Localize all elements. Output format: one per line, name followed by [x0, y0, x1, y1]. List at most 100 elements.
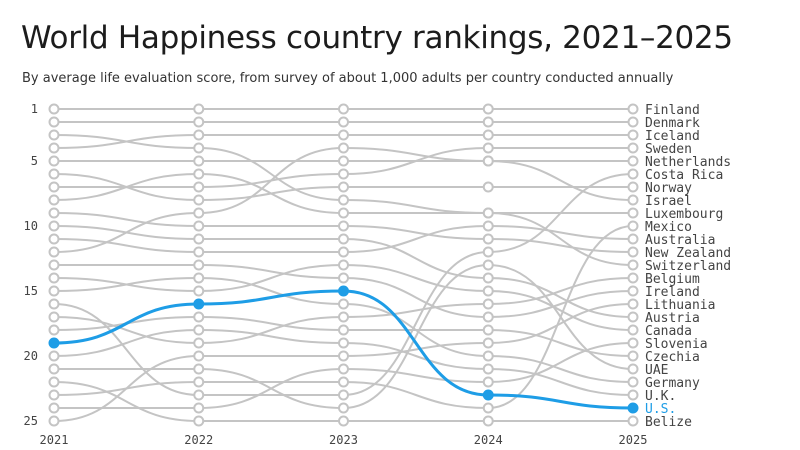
x-tick-label: 2025 — [619, 433, 648, 447]
data-point-austria — [482, 272, 494, 284]
data-point-costa-rica — [338, 389, 349, 401]
data-point-canada — [48, 272, 60, 284]
data-point-belize — [482, 415, 494, 427]
data-point-slovenia — [338, 363, 349, 375]
data-point-iceland — [627, 129, 639, 141]
data-point-norway — [482, 181, 494, 193]
y-tick-label: 1 — [31, 102, 38, 116]
data-point-austria — [48, 220, 60, 232]
data-point-netherlands — [193, 155, 205, 167]
data-point-switzerland — [48, 129, 60, 141]
data-point-new-zealand — [627, 246, 639, 258]
data-point-ireland — [338, 272, 349, 284]
data-point-iceland — [338, 129, 349, 141]
data-point-switzerland — [482, 207, 494, 219]
data-point-germany — [338, 298, 349, 310]
data-point-austria — [627, 311, 639, 323]
country-label-czechia: Czechia — [645, 350, 700, 365]
data-point-germany — [193, 272, 205, 284]
data-point-mexico — [338, 376, 349, 388]
data-point-new-zealand — [338, 220, 349, 232]
country-label-slovenia: Slovenia — [645, 337, 708, 352]
data-point-australia — [48, 233, 60, 245]
data-point-norway — [627, 181, 639, 193]
data-point-finland — [193, 103, 205, 115]
data-point-luxembourg — [48, 194, 60, 206]
data-point-u-s — [338, 285, 349, 297]
data-point-lithuania — [48, 415, 60, 427]
data-point-belize — [338, 415, 349, 427]
series-line-costa-rica — [53, 173, 634, 397]
chart-subtitle: By average life evaluation score, from s… — [22, 71, 674, 86]
data-point-slovenia — [627, 337, 639, 349]
data-point-new-zealand — [482, 233, 494, 245]
data-point-austria — [193, 233, 205, 245]
data-point-netherlands — [627, 155, 639, 167]
data-point-u-s — [482, 389, 494, 401]
country-label-denmark: Denmark — [645, 116, 700, 131]
data-point-u-k — [338, 337, 349, 349]
data-point-israel — [627, 194, 639, 206]
country-label-costa-rica: Costa Rica — [645, 168, 723, 183]
data-point-u-s — [193, 298, 205, 310]
country-label-finland: Finland — [645, 103, 700, 118]
data-point-austria — [338, 233, 349, 245]
country-label-iceland: Iceland — [645, 129, 700, 144]
data-point-czechia — [627, 350, 639, 362]
country-label-germany: Germany — [645, 376, 700, 391]
data-point-lithuania — [193, 350, 205, 362]
data-point-mexico — [48, 389, 60, 401]
data-point-australia — [627, 233, 639, 245]
data-point-costa-rica — [482, 246, 494, 258]
data-point-lithuania — [482, 337, 494, 349]
country-label-u-k: U.K. — [645, 389, 676, 404]
y-tick-label: 20 — [24, 349, 38, 363]
data-point-australia — [338, 246, 349, 258]
series-line-new-zealand — [53, 212, 634, 253]
country-label-u-s: U.S. — [645, 402, 676, 417]
country-label-new-zealand: New Zealand — [645, 246, 731, 261]
data-point-switzerland — [338, 194, 349, 206]
data-point-u-s — [48, 337, 60, 349]
data-point-canada — [338, 259, 349, 271]
y-tick-label: 15 — [24, 284, 38, 298]
data-point-slovenia — [482, 376, 494, 388]
data-point-israel — [48, 246, 60, 258]
data-point-australia — [193, 246, 205, 258]
data-point-belgium — [193, 337, 205, 349]
data-point-iceland — [193, 129, 205, 141]
data-point-belgium — [627, 272, 639, 284]
y-tick-label: 5 — [31, 154, 38, 168]
data-point-u-k — [193, 324, 205, 336]
data-point-lithuania — [627, 298, 639, 310]
data-point-germany — [627, 376, 639, 388]
country-label-norway: Norway — [645, 181, 692, 196]
data-point-finland — [482, 103, 494, 115]
data-point-australia — [482, 220, 494, 232]
data-point-belize — [193, 415, 205, 427]
data-point-uae — [338, 402, 349, 414]
data-point-mexico — [193, 376, 205, 388]
country-label-luxembourg: Luxembourg — [645, 207, 723, 222]
data-point-czechia — [338, 324, 349, 336]
x-tick-label: 2023 — [329, 433, 358, 447]
data-point-czechia — [482, 324, 494, 336]
country-label-austria: Austria — [645, 311, 700, 326]
data-point-new-zealand — [193, 220, 205, 232]
data-point-finland — [627, 103, 639, 115]
country-label-switzerland: Switzerland — [645, 259, 731, 274]
data-point-costa-rica — [627, 168, 639, 180]
series-line-luxembourg — [53, 172, 634, 215]
data-point-mexico — [482, 402, 494, 414]
data-point-israel — [193, 207, 205, 219]
data-point-uae — [48, 363, 60, 375]
data-point-new-zealand — [48, 207, 60, 219]
series-line-uae — [53, 263, 634, 410]
data-point-israel — [338, 142, 349, 154]
data-point-canada — [193, 285, 205, 297]
chart-title: World Happiness country rankings, 2021–2… — [21, 20, 733, 56]
series-line-belize — [53, 381, 634, 423]
data-point-czechia — [48, 324, 60, 336]
data-point-denmark — [482, 116, 494, 128]
